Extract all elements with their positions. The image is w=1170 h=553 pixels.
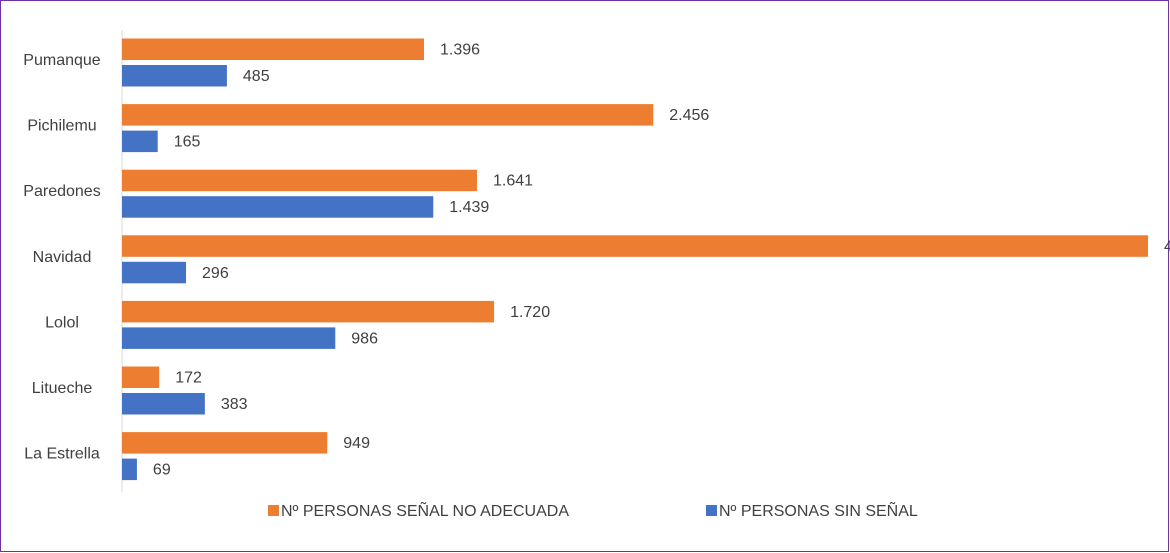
bar: [122, 38, 424, 60]
bar: [122, 169, 477, 192]
bar: [122, 393, 205, 415]
value-label: 1.641: [493, 173, 533, 190]
bar: [122, 261, 187, 284]
bar: [122, 130, 158, 153]
category-label: Pichilemu: [27, 118, 96, 135]
bar: [122, 458, 137, 481]
value-label: 4.743: [1164, 238, 1170, 255]
value-label: 2.456: [669, 107, 709, 124]
bar: [122, 300, 495, 323]
value-label: 172: [175, 369, 202, 386]
value-label: 1.720: [510, 304, 550, 321]
bar: [122, 432, 328, 454]
value-label: 383: [221, 396, 248, 413]
legend-swatch: [706, 505, 717, 516]
value-label: 69: [153, 462, 171, 479]
category-label: Pumanque: [23, 52, 100, 69]
bar: [122, 235, 1148, 257]
category-label: Navidad: [33, 249, 92, 266]
bar: [122, 65, 227, 87]
legend-label: Nº PERSONAS SEÑAL NO ADECUADA: [281, 500, 569, 520]
value-label: 165: [174, 134, 201, 151]
legend-swatch: [268, 505, 279, 516]
legend-label: Nº PERSONAS SIN SEÑAL: [719, 500, 918, 520]
bar: [122, 104, 654, 126]
value-label: 1.396: [440, 41, 480, 58]
bar: [122, 327, 336, 349]
bar: [122, 366, 160, 388]
value-label: 986: [351, 330, 378, 347]
category-label: Lolol: [45, 314, 79, 331]
value-label: 296: [202, 265, 229, 282]
value-label: 949: [343, 435, 370, 452]
bar: [122, 196, 434, 218]
category-label: Litueche: [32, 380, 93, 397]
value-label: 485: [243, 68, 270, 85]
category-label: Paredones: [23, 183, 100, 200]
category-label: La Estrella: [24, 446, 100, 463]
value-label: 1.439: [449, 199, 489, 216]
